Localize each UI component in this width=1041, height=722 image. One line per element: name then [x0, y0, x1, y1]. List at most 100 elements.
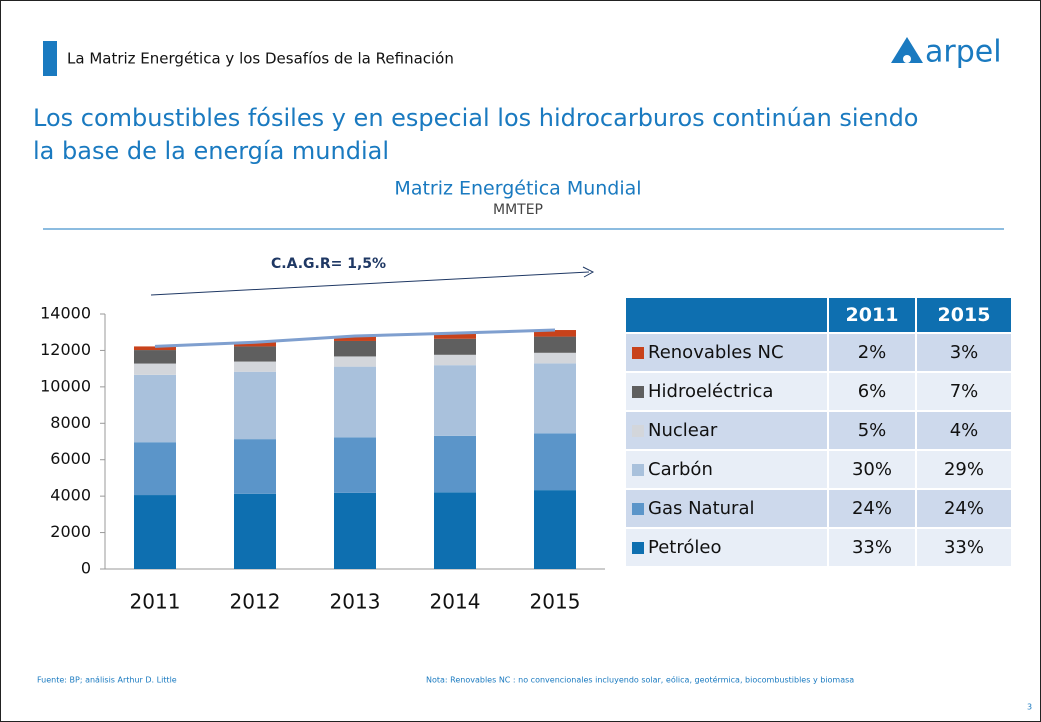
- bar-segment: [534, 433, 576, 491]
- cell-text: Gas Natural: [648, 498, 755, 519]
- bar-segment: [134, 495, 176, 569]
- value-cell: 33%: [917, 529, 1013, 568]
- value-cell: 2%: [829, 334, 917, 373]
- value-cell: 4%: [917, 412, 1013, 451]
- cell-text: 33%: [943, 537, 984, 558]
- bar-segment: [134, 363, 176, 375]
- bar-segment: [134, 346, 176, 351]
- legend-swatch: [632, 385, 644, 398]
- bar-segment: [534, 352, 576, 364]
- annotation: C.A.G.R= 1,5%: [271, 256, 386, 272]
- value-cell: 7%: [917, 373, 1013, 412]
- value-cell: 6%: [829, 373, 917, 412]
- x-tick-label: 2015: [530, 590, 581, 614]
- y-tick-label: 0: [81, 559, 91, 578]
- bar-segment: [334, 366, 376, 438]
- trend-line: [154, 328, 556, 348]
- value-cell: 3%: [917, 334, 1013, 373]
- y-tick-label: 12000: [40, 340, 91, 359]
- x-tick-label: 2014: [430, 590, 481, 614]
- cell-text: 7%: [949, 381, 979, 402]
- cell-text: 4%: [949, 420, 979, 441]
- legend-swatch: [632, 463, 644, 476]
- value-cell: 24%: [917, 490, 1013, 529]
- cell-text: 24%: [943, 498, 984, 519]
- x-tick-label: 2013: [330, 590, 381, 614]
- label-cell: Renovables NC: [626, 334, 829, 373]
- legend-swatch: [632, 346, 644, 359]
- value-cell: 5%: [829, 412, 917, 451]
- bar-segment: [534, 336, 576, 353]
- header-cell: [626, 298, 829, 334]
- cell-text: 29%: [943, 459, 984, 480]
- bar-segment: [434, 354, 476, 366]
- value-cell: 29%: [917, 451, 1013, 490]
- y-tick-label: 6000: [50, 449, 91, 468]
- cell-text: 5%: [857, 420, 887, 441]
- cell-text: Renovables NC: [648, 342, 784, 363]
- cell-text: 30%: [851, 459, 892, 480]
- label-cell: Hidroeléctrica: [626, 373, 829, 412]
- bar-segment: [134, 374, 176, 443]
- cell-text: 6%: [857, 381, 887, 402]
- label-cell: Petróleo: [626, 529, 829, 568]
- bar-segment: [234, 493, 276, 569]
- header-cell: 2011: [829, 298, 917, 334]
- value-cell: 24%: [829, 490, 917, 529]
- bar-segment: [134, 350, 176, 364]
- bar-segment: [434, 365, 476, 436]
- headline: la base de la energía mundial: [33, 137, 389, 165]
- bar-segment: [334, 340, 376, 357]
- label-cell: Nuclear: [626, 412, 829, 451]
- arrow-head: [582, 266, 595, 278]
- bar-segment: [334, 492, 376, 569]
- bar-segment: [434, 333, 476, 339]
- bar-segment: [134, 442, 176, 496]
- bar-segment: [534, 490, 576, 569]
- header-marker: [43, 41, 57, 76]
- bar-segment: [534, 363, 576, 434]
- bar-segment: [234, 342, 276, 347]
- cell-text: 2011: [845, 304, 899, 326]
- logo-icon: [891, 37, 923, 63]
- cell-text: 33%: [851, 537, 892, 558]
- logo-dot: [903, 55, 911, 63]
- logo-text: arpel: [925, 35, 1002, 70]
- chart-title: Matriz Energética Mundial: [394, 178, 641, 200]
- source: Fuente: BP; análisis Arthur D. Little: [37, 676, 177, 685]
- header-cell: 2015: [917, 298, 1013, 334]
- bar-segment: [334, 336, 376, 341]
- y-tick-label: 4000: [50, 486, 91, 505]
- y-tick-label: 10000: [40, 376, 91, 395]
- value-cell: 33%: [829, 529, 917, 568]
- legend-swatch: [632, 502, 644, 515]
- headline: Los combustibles fósiles y en especial l…: [33, 104, 919, 132]
- label-cell: Gas Natural: [626, 490, 829, 529]
- cell-text: 2015: [937, 304, 991, 326]
- cell-text: Hidroeléctrica: [648, 381, 774, 402]
- bar-segment: [334, 437, 376, 493]
- cell-text: 24%: [851, 498, 892, 519]
- arrow: [150, 271, 590, 296]
- cell-text: 3%: [949, 342, 979, 363]
- x-tick-label: 2011: [130, 590, 181, 614]
- bar-segment: [534, 330, 576, 337]
- y-tick-label: 8000: [50, 413, 91, 432]
- legend-swatch: [632, 541, 644, 554]
- bar-segment: [434, 338, 476, 355]
- y-tick-label: 14000: [40, 304, 91, 323]
- value-cell: 30%: [829, 451, 917, 490]
- bar-segment: [234, 439, 276, 494]
- cell-text: Carbón: [648, 459, 713, 480]
- header-title: La Matriz Energética y los Desafíos de l…: [67, 50, 454, 68]
- cell-text: 2%: [857, 342, 887, 363]
- chart-subtitle: MMTEP: [493, 202, 543, 218]
- note: Nota: Renovables NC : no convencionales …: [426, 675, 854, 685]
- label-cell: Carbón: [626, 451, 829, 490]
- bar-segment: [234, 361, 276, 372]
- cell-text: Petróleo: [648, 537, 722, 558]
- x-tick-label: 2012: [230, 590, 281, 614]
- bar-segment: [234, 371, 276, 440]
